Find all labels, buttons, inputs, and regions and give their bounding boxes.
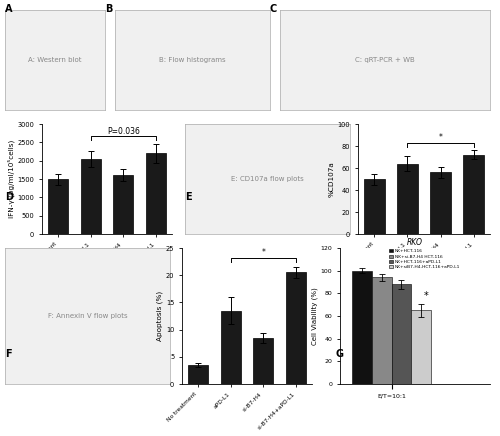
- Text: B: B: [105, 4, 112, 14]
- Text: *: *: [424, 291, 428, 301]
- Bar: [430, 172, 451, 234]
- Bar: [397, 164, 417, 234]
- Text: *: *: [262, 248, 266, 257]
- Text: A: Western blot: A: Western blot: [28, 57, 82, 63]
- Bar: [48, 179, 68, 234]
- Bar: [412, 310, 431, 384]
- Bar: [352, 271, 372, 384]
- Bar: [220, 310, 241, 384]
- Bar: [253, 338, 274, 384]
- Y-axis label: Cell Viability (%): Cell Viability (%): [312, 287, 318, 345]
- Text: P=0.036: P=0.036: [107, 127, 140, 136]
- Text: C: qRT-PCR + WB: C: qRT-PCR + WB: [355, 57, 415, 63]
- Bar: [113, 175, 134, 234]
- Bar: [392, 284, 411, 384]
- Text: *: *: [438, 133, 442, 142]
- Y-axis label: %CD107a: %CD107a: [329, 161, 335, 197]
- Bar: [364, 179, 384, 234]
- Text: A: A: [5, 4, 12, 14]
- Bar: [188, 365, 208, 384]
- Text: C: C: [270, 4, 277, 14]
- Bar: [80, 159, 101, 234]
- Text: B: Flow histograms: B: Flow histograms: [159, 57, 226, 63]
- Title: RKO: RKO: [407, 238, 423, 247]
- Bar: [372, 277, 392, 384]
- Text: E: CD107a flow plots: E: CD107a flow plots: [231, 176, 304, 182]
- Text: E: E: [185, 192, 192, 202]
- Text: F: Annexin V flow plots: F: Annexin V flow plots: [48, 313, 128, 319]
- Bar: [464, 155, 484, 234]
- Text: G: G: [335, 349, 343, 359]
- Y-axis label: IFN-γ (pg/ml/10⁵cells): IFN-γ (pg/ml/10⁵cells): [7, 140, 14, 218]
- Text: F: F: [5, 349, 12, 359]
- Text: D: D: [5, 192, 13, 202]
- Bar: [286, 272, 306, 384]
- Y-axis label: Apoptosis (%): Apoptosis (%): [156, 291, 163, 341]
- Bar: [146, 153, 166, 234]
- Legend: NK+HCT-116, NK+si-B7-H4 HCT-116, NK+HCT-116+aPD-L1, NK+siB7-H4-HCT-116+aPD-L1: NK+HCT-116, NK+si-B7-H4 HCT-116, NK+HCT-…: [387, 248, 462, 271]
